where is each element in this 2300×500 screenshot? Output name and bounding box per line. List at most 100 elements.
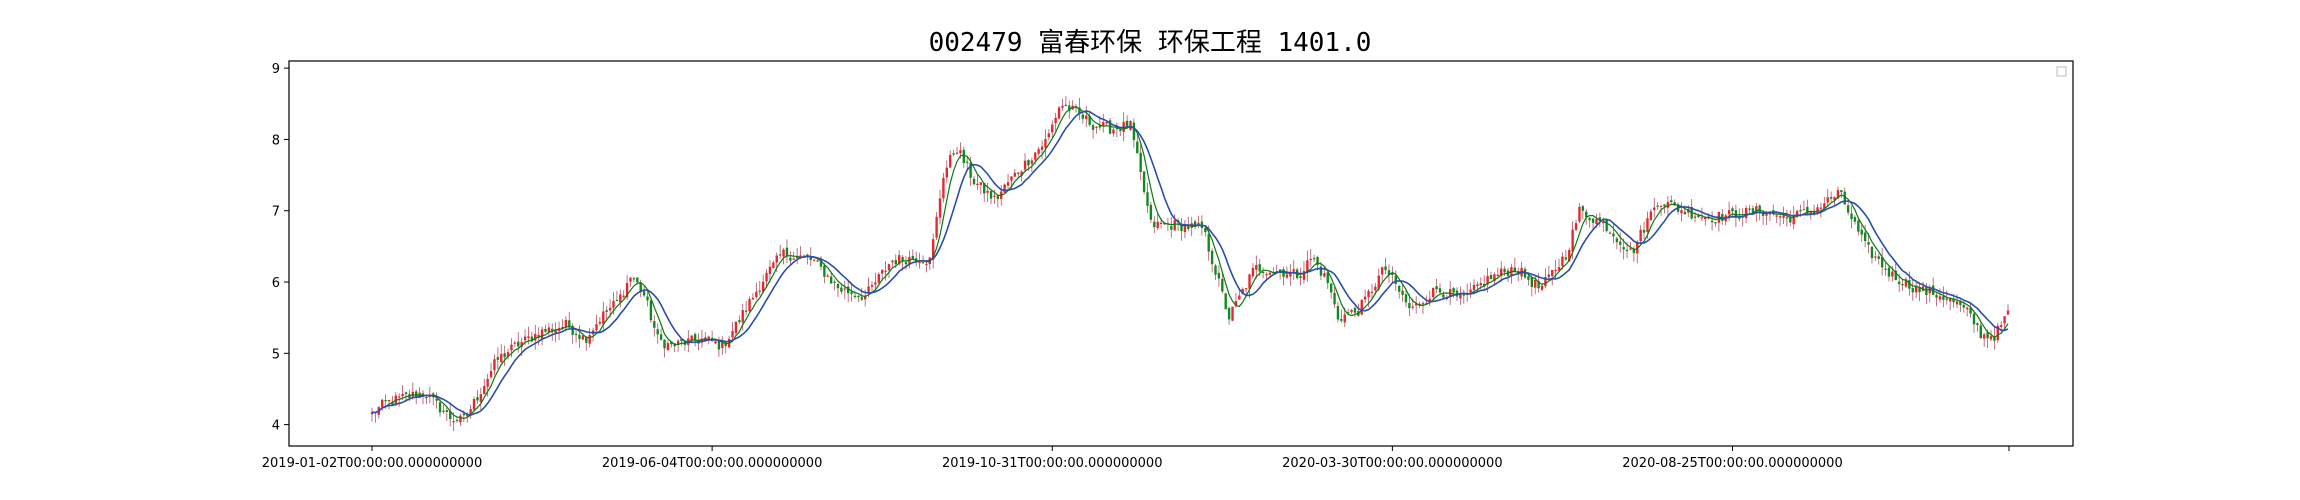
candle-body xyxy=(1238,295,1241,300)
candle-body xyxy=(1850,213,1853,220)
candle-body xyxy=(1367,291,1370,297)
candle-body xyxy=(1312,258,1316,260)
candle-body xyxy=(1013,172,1017,177)
candle-body xyxy=(1799,210,1802,212)
candle-body xyxy=(612,300,615,308)
candle-body xyxy=(1846,205,1850,213)
candle-body xyxy=(1823,203,1826,209)
candle-body xyxy=(738,320,741,323)
candle-body xyxy=(1391,273,1394,275)
candle-body xyxy=(1214,265,1217,275)
candle-body xyxy=(1969,307,1972,314)
candle-body xyxy=(884,270,887,272)
candle-body xyxy=(1642,229,1646,233)
candle-body xyxy=(1782,215,1785,218)
candle-body xyxy=(768,266,772,275)
candle-body xyxy=(1380,267,1384,275)
candle-body xyxy=(1414,303,1418,306)
candle-body xyxy=(636,277,639,283)
candle-body xyxy=(1329,283,1333,293)
candle-body xyxy=(1442,294,1445,298)
candle-body xyxy=(530,336,534,342)
candle-body xyxy=(585,337,588,343)
candle-body xyxy=(761,281,765,292)
candle-body xyxy=(561,326,564,329)
candle-body xyxy=(1136,141,1139,154)
x-tick-label: 2020-03-30T00:00:00.000000000 xyxy=(1282,456,1502,471)
candle-body xyxy=(1496,274,1500,276)
candle-body xyxy=(1149,204,1153,220)
candle-body xyxy=(1197,222,1200,225)
candle-body xyxy=(901,257,904,261)
candle-body xyxy=(1299,276,1302,279)
candle-body xyxy=(1748,208,1751,210)
candle-body xyxy=(1023,160,1027,170)
candle-body xyxy=(721,341,724,348)
candle-body xyxy=(503,353,506,358)
candle-body xyxy=(1897,281,1901,285)
candle-body xyxy=(1544,276,1547,287)
candle-body xyxy=(693,334,697,341)
candle-body xyxy=(1227,307,1231,320)
x-tick-label: 2019-06-04T00:00:00.000000000 xyxy=(602,456,822,471)
candle-body xyxy=(1112,129,1115,134)
candle-body xyxy=(853,295,857,298)
candle-body xyxy=(632,278,636,280)
candle-body xyxy=(449,411,452,420)
candle-body xyxy=(1486,275,1489,285)
candle-body xyxy=(1275,271,1278,273)
candle-body xyxy=(1857,220,1860,232)
candle-body xyxy=(1547,274,1551,278)
candle-body xyxy=(1404,294,1408,303)
candle-body xyxy=(1003,184,1006,193)
candle-body xyxy=(527,336,530,339)
candle-body xyxy=(1918,286,1921,293)
candle-body xyxy=(479,394,483,403)
candle-body xyxy=(877,274,880,283)
candle-body xyxy=(1925,287,1928,295)
candle-body xyxy=(1598,217,1602,222)
candle-body xyxy=(1146,192,1149,206)
candle-body xyxy=(1527,276,1530,280)
candle-body xyxy=(755,291,758,298)
ma-long-line xyxy=(371,110,2009,417)
y-tick-label: 6 xyxy=(272,276,280,291)
candle-body xyxy=(1377,275,1380,289)
candle-body xyxy=(1428,298,1431,303)
candle-body xyxy=(435,398,438,401)
candle-body xyxy=(554,329,557,334)
candle-body xyxy=(1261,271,1265,274)
candle-body xyxy=(1809,211,1812,215)
candle-body xyxy=(1360,300,1363,315)
candle-body xyxy=(1649,211,1653,220)
candle-body xyxy=(1877,256,1880,259)
candle-body xyxy=(387,399,391,402)
candle-body xyxy=(476,397,479,401)
candle-body xyxy=(1870,246,1874,259)
candle-body xyxy=(1734,210,1738,218)
candle-body xyxy=(1564,257,1568,260)
candle-body xyxy=(1204,228,1207,233)
y-axis: 4 5 6 7 8 9 xyxy=(272,62,289,434)
candle-body xyxy=(1778,216,1782,218)
candle-body xyxy=(1860,229,1863,235)
candle-body xyxy=(1431,288,1435,298)
candle-body xyxy=(401,393,404,397)
candle-body xyxy=(1278,269,1282,272)
candle-body xyxy=(1571,229,1574,252)
candle-body xyxy=(1653,207,1656,211)
candle-body xyxy=(823,265,826,277)
candle-body xyxy=(1554,269,1557,272)
candle-body xyxy=(1979,325,1982,339)
candle-body xyxy=(540,329,544,340)
candle-body xyxy=(1938,296,1942,300)
candle-body xyxy=(1727,210,1731,215)
candle-body xyxy=(734,321,738,333)
candle-body xyxy=(1306,260,1309,273)
y-tick-label: 5 xyxy=(272,347,280,362)
candle-body xyxy=(391,402,394,405)
candle-body xyxy=(1027,159,1030,166)
candle-body xyxy=(486,378,489,387)
candle-body xyxy=(1183,224,1187,233)
candle-body xyxy=(1789,217,1792,223)
